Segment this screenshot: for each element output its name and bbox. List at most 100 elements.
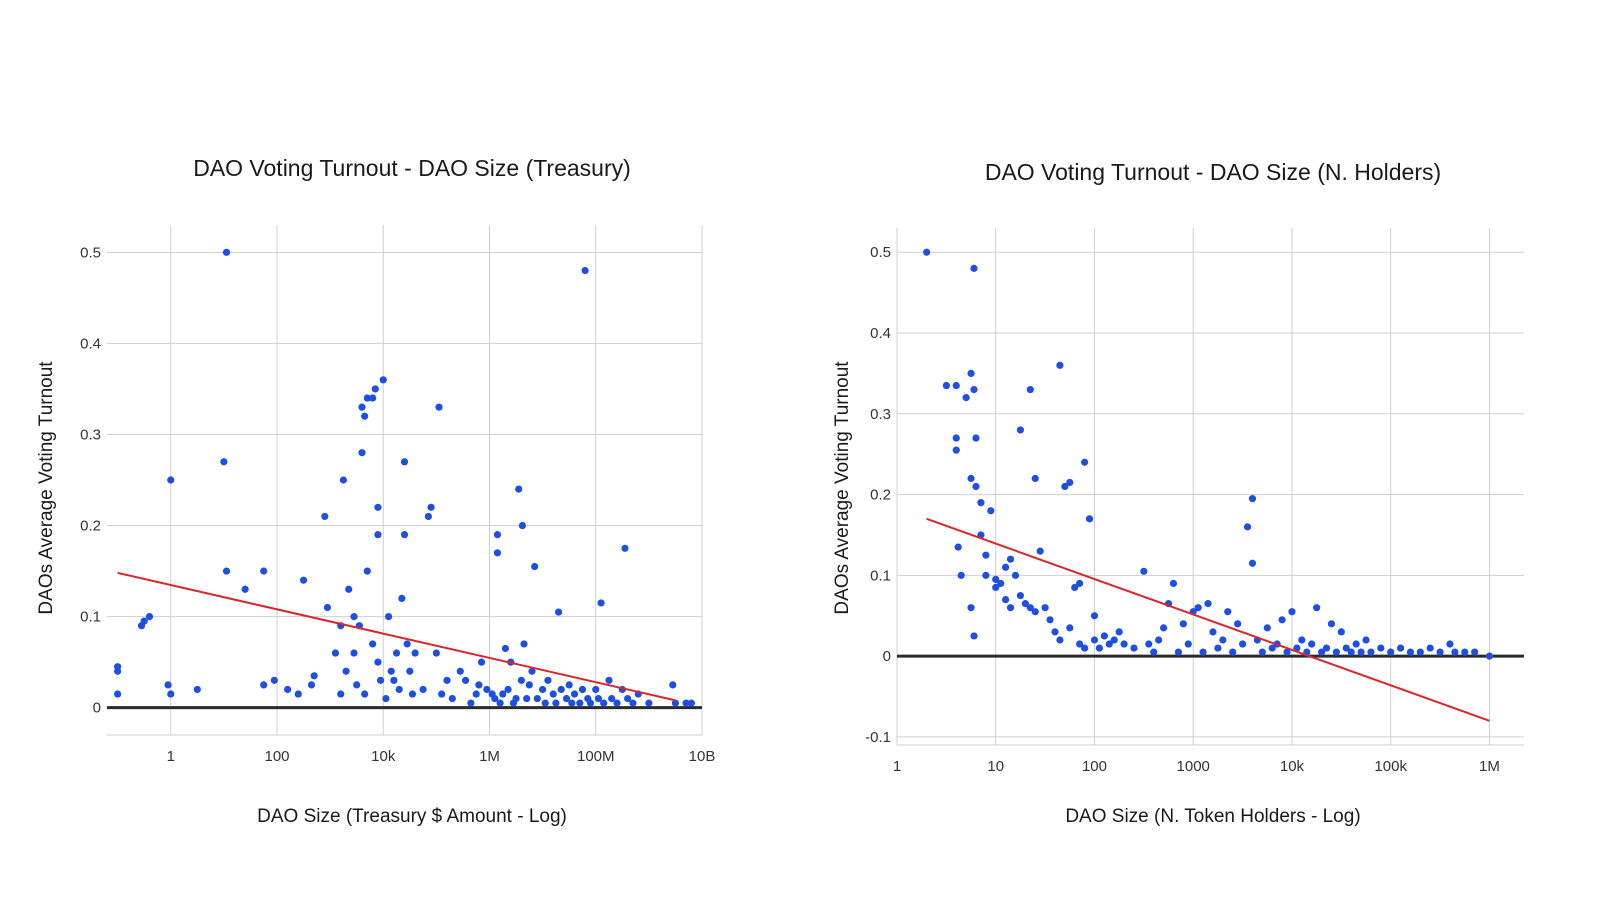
data-point: [374, 658, 382, 666]
y-tick-label: 0.5: [80, 244, 101, 261]
data-point: [493, 531, 502, 539]
data-point: [997, 579, 1005, 588]
data-point: [1293, 644, 1301, 652]
data-point: [1041, 604, 1049, 612]
data-point: [1145, 640, 1153, 648]
data-point: [1229, 648, 1237, 656]
data-point: [1179, 620, 1187, 628]
y-tick-label: 0.4: [80, 335, 101, 352]
data-point: [408, 690, 417, 698]
data-point: [962, 394, 970, 402]
x-tick-label: 100M: [577, 748, 615, 765]
y-tick-label: -0.1: [865, 729, 891, 746]
data-point: [1140, 567, 1148, 575]
data-point: [167, 476, 175, 484]
data-point: [1416, 648, 1424, 656]
data-point: [369, 394, 377, 402]
data-point: [1342, 644, 1350, 652]
data-point: [982, 551, 990, 559]
data-point: [1322, 644, 1331, 652]
data-point: [1471, 648, 1479, 656]
data-point: [361, 412, 369, 420]
data-point: [523, 694, 531, 703]
x-tick-label: 10B: [689, 748, 716, 765]
data-point: [629, 699, 637, 707]
data-point: [114, 690, 122, 698]
data-point: [382, 694, 390, 703]
data-point: [1155, 636, 1163, 644]
data-point: [358, 449, 366, 457]
data-point: [392, 649, 401, 657]
data-point: [1224, 608, 1232, 616]
data-point: [419, 685, 427, 694]
x-tick-label: 1M: [479, 748, 500, 765]
data-point: [456, 667, 464, 675]
data-point: [193, 685, 201, 694]
data-point: [613, 699, 621, 707]
data-point: [605, 676, 613, 684]
data-point: [1031, 474, 1039, 483]
data-point: [501, 644, 510, 653]
data-point: [475, 681, 483, 689]
data-point: [1313, 604, 1321, 612]
data-point: [977, 499, 985, 507]
chart-treasury: DAO Voting Turnout - DAO Size (Treasury)…: [36, 155, 715, 827]
data-point: [167, 690, 175, 698]
data-point: [1337, 628, 1345, 636]
data-point: [1115, 628, 1123, 636]
data-point: [361, 690, 369, 698]
data-point: [987, 507, 995, 515]
data-point: [541, 699, 549, 707]
data-point: [687, 699, 695, 707]
data-point: [512, 694, 520, 703]
data-point: [518, 521, 527, 530]
x-tick-label: 10: [987, 758, 1004, 775]
data-point: [331, 649, 340, 657]
data-point: [1214, 644, 1222, 652]
data-point: [1263, 624, 1271, 632]
data-point: [528, 667, 536, 675]
data-point: [967, 369, 975, 378]
data-point: [1006, 604, 1015, 612]
data-point: [363, 567, 371, 575]
data-point: [260, 567, 268, 575]
data-point: [1352, 640, 1360, 648]
data-point: [374, 503, 382, 511]
data-point: [581, 266, 589, 275]
data-point: [1002, 595, 1010, 604]
data-point: [220, 458, 228, 466]
data-point: [395, 685, 403, 694]
data-point: [493, 549, 502, 557]
data-point: [435, 403, 443, 411]
data-point: [1258, 648, 1266, 656]
data-point: [358, 403, 366, 411]
data-point: [515, 485, 523, 493]
tick-labels: 0 0.1 0.2 0.3 0.4 0.5 1 100 10k 1M 100M 10B: [80, 244, 715, 765]
data-point: [432, 649, 440, 657]
data-point: [1446, 640, 1454, 648]
data-point: [972, 482, 980, 491]
data-point: [424, 512, 433, 521]
data-point: [400, 458, 409, 466]
data-point: [1248, 495, 1257, 503]
x-axis-label: DAO Size (N. Token Holders - Log): [1065, 806, 1360, 827]
chart-holders: DAO Voting Turnout - DAO Size (N. Holder…: [832, 159, 1524, 827]
data-point: [400, 531, 409, 539]
data-point: [624, 694, 632, 703]
data-point: [427, 503, 435, 511]
data-point: [1317, 648, 1326, 656]
data-point: [353, 681, 361, 689]
x-tick-label: 1: [167, 748, 175, 765]
data-point: [1076, 640, 1084, 648]
data-point: [954, 543, 962, 551]
data-point: [1248, 559, 1257, 567]
data-point: [222, 248, 231, 256]
data-point: [1332, 648, 1340, 656]
data-point: [1387, 648, 1395, 656]
data-point: [1367, 648, 1375, 656]
data-point: [140, 617, 148, 625]
data-point: [1174, 648, 1183, 656]
data-point: [671, 699, 680, 707]
data-point: [307, 681, 316, 689]
trend-line: [926, 517, 1490, 722]
